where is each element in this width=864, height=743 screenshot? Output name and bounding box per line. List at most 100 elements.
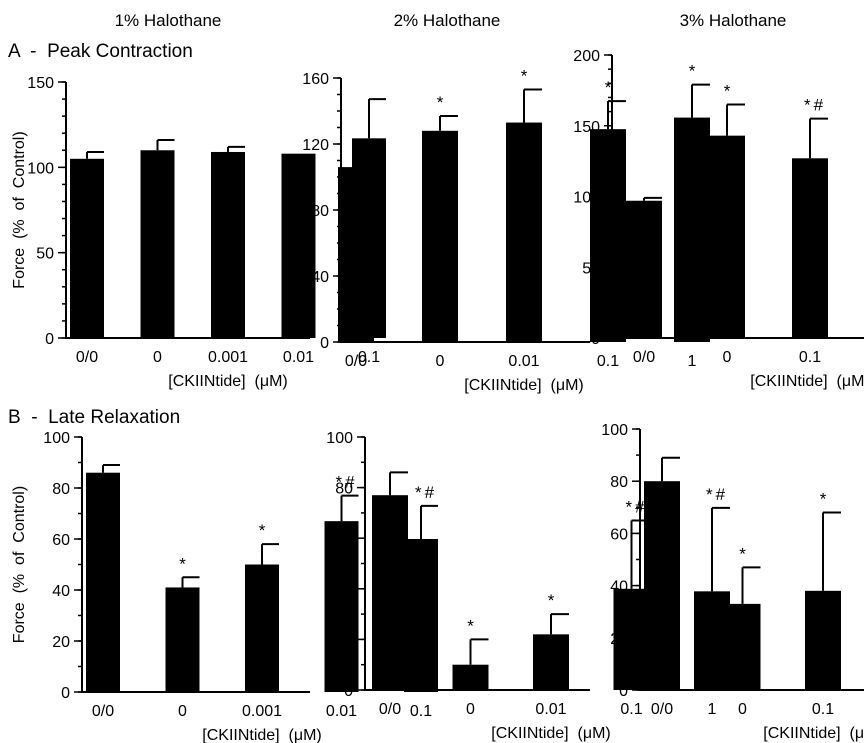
chart-panel-a2: 0 40 80 120 160 0/0 * 0 * 0.01 * 0.1 * 1 [CKIINtide] (… [302,62,710,394]
y-tick-label: 0 [320,335,329,352]
y-tick-label: 120 [302,137,329,154]
significance-marker: * [739,544,746,563]
bar-0/0 [338,167,374,342]
significance-marker: * [467,616,474,635]
significance-marker: *# [804,96,826,115]
x-tick-label: 0 [153,349,162,366]
y-tick-label: 60 [335,531,353,548]
y-tick-label: 0 [344,683,353,700]
x-tick-label: 0 [738,701,747,718]
bar-0.1 [792,158,828,338]
y-tick-label: 0 [591,331,600,348]
x-tick-label: 0.01 [283,349,314,366]
x-tick-label: 0.1 [410,703,432,720]
row-title-peak-contraction: A - Peak Contraction [8,41,193,62]
significance-marker: *# [415,483,437,502]
x-axis-title: [CKIINtide] (μM) [464,377,583,394]
bar-0 [422,130,458,342]
x-tick-label: 0 [723,349,732,366]
x-axis-title: [CKIINtide] (μM) [168,373,287,390]
chart-panel-a1: 0 50 100 150 0/0 0 0.001 0.01 0.1 [CKIINtide] (μM… [11,75,386,390]
y-tick-label: 100 [601,422,628,439]
y-tick-label: 0 [61,685,70,702]
column-title-2: 2% Halothane [394,11,501,30]
y-axis-title: Force (% of Control) [11,486,28,643]
x-tick-label: 0 [178,703,187,720]
bar-0/0 [70,158,104,338]
bar-0 [452,664,489,690]
y-tick-label: 150 [573,119,600,136]
bar-0/0 [626,200,662,338]
bar-0 [709,135,745,338]
y-tick-label: 40 [610,579,628,596]
significance-marker: * [521,67,528,86]
bar-0.1 [590,129,626,342]
y-tick-label: 100 [43,430,70,447]
y-tick-label: 0 [619,683,628,700]
y-tick-label: 150 [27,75,54,92]
y-tick-label: 40 [335,582,353,599]
x-axis-title: [CKIINtide] (μM) [202,727,321,743]
x-tick-label: 0.01 [535,701,566,718]
y-tick-label: 50 [36,246,54,263]
y-tick-label: 100 [573,190,600,207]
column-title-1: 1% Halothane [115,11,222,30]
y-tick-label: 80 [311,203,329,220]
x-tick-label: 0.1 [812,701,834,718]
bar-0.001 [211,151,245,338]
bar-0/0 [644,481,680,690]
y-tick-label: 20 [52,634,70,651]
column-title-3: 3% Halothane [680,11,787,30]
bar-0.001 [245,564,279,692]
chart-panel-a3: 0501001502000/0*0*#0.1*0.3*1[CKIINtide] … [573,48,864,390]
significance-marker: * [689,62,696,81]
y-tick-label: 80 [610,474,628,491]
x-tick-label: 0/0 [345,353,367,370]
y-tick-label: 80 [335,481,353,498]
x-tick-label: 1 [708,701,717,718]
significance-marker: * [820,490,827,509]
y-tick-label: 40 [311,269,329,286]
chart-panel-b3: 0204060801000/0*0*0.1*0.3*#1[CKIINtide] … [601,422,864,742]
x-tick-label: 0.001 [242,703,282,720]
y-tick-label: 40 [52,583,70,600]
y-tick-label: 80 [52,481,70,498]
chart-panel-b2: 0 20 40 60 80 100 0/0 * 0 * 0.01 *# 0.1 *# 1 [CKIINtide… [326,430,730,742]
x-axis-title: [CKIINtide] (μM) [491,725,610,742]
x-tick-label: 1 [688,353,697,370]
y-tick-label: 100 [326,430,353,447]
bar-0 [140,150,175,338]
x-tick-label: 0 [466,701,475,718]
bar-0 [165,587,200,692]
y-axis-title: Force (% of Control) [11,131,28,288]
x-axis-title: [CKIINtide] (μM) [763,725,864,742]
significance-marker: * [724,82,731,101]
x-tick-label: 0.001 [208,349,248,366]
x-tick-label: 0 [436,353,445,370]
chart-panel-b1: 0 20 40 60 80 100 0/0 * 0 * 0.001 *# 0.01 *# 0.1 [CKIIN… [11,430,438,743]
bar-0.1 [613,588,650,690]
y-tick-label: 20 [610,631,628,648]
x-tick-label: 0.01 [508,353,539,370]
x-tick-label: 0/0 [633,349,655,366]
significance-marker: *# [335,473,357,492]
bar-0.01 [324,521,359,692]
significance-marker: *# [706,485,728,504]
x-tick-label: 0.1 [597,353,619,370]
bar-0.1 [805,590,841,690]
x-tick-label: 0/0 [92,703,114,720]
significance-marker: * [259,521,266,540]
bar-1 [674,117,710,342]
bar-1 [694,591,730,690]
bar-0/0 [86,472,120,692]
row-title-late-relaxation: B - Late Relaxation [8,407,180,428]
y-tick-label: 160 [302,71,329,88]
y-tick-label: 200 [573,48,600,65]
bar-0.1 [404,539,438,692]
x-tick-label: 0.1 [620,701,642,718]
x-tick-label: 0.01 [326,703,357,720]
significance-marker: * [605,78,612,97]
significance-marker: * [437,93,444,112]
